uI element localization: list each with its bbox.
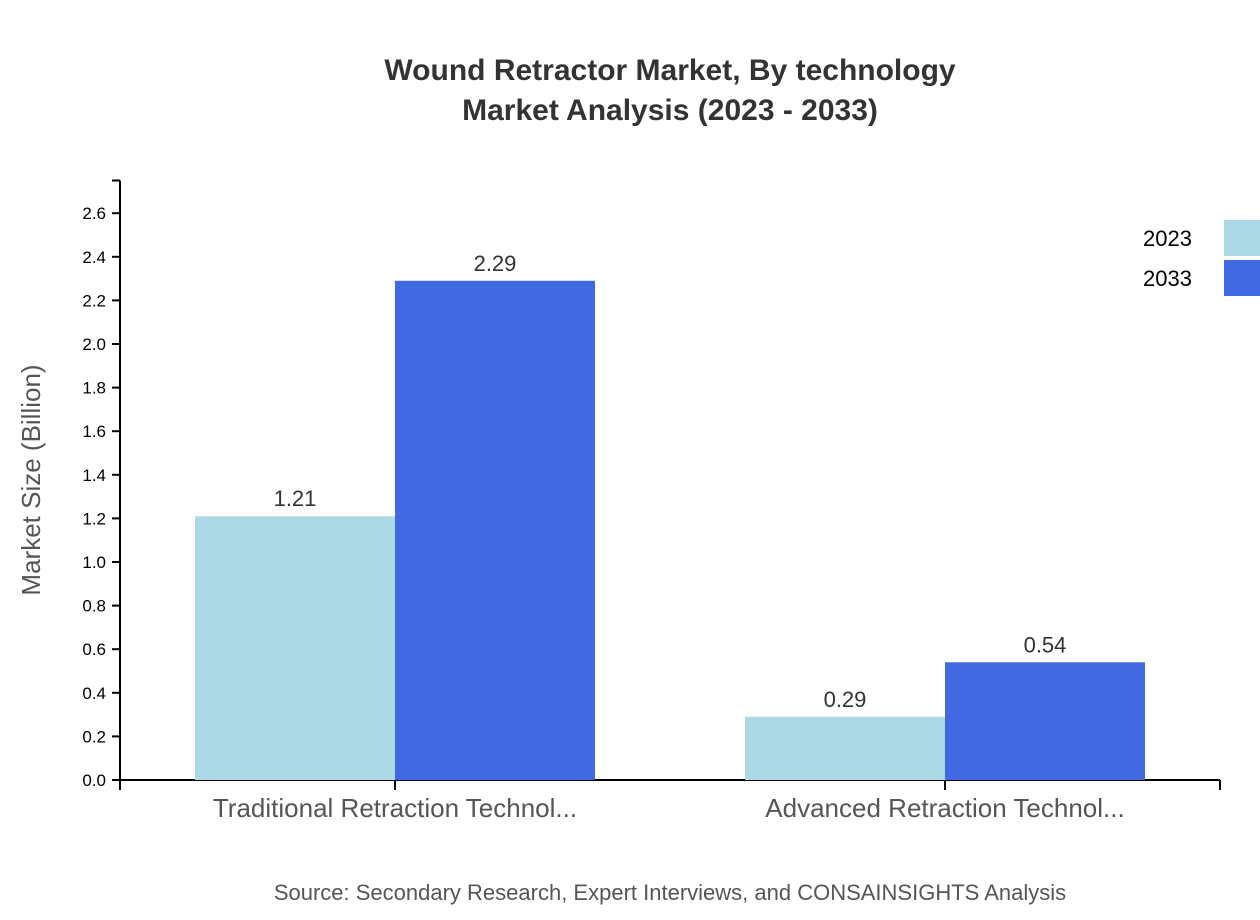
chart-title: Wound Retractor Market, By technology [384,54,956,87]
x-category-label: Advanced Retraction Technol... [765,793,1124,823]
data-label: 0.54 [1024,632,1067,657]
y-tick-label: 2.4 [82,248,106,267]
legend-swatch-2033 [1224,260,1260,296]
y-tick-label: 1.6 [82,422,106,441]
y-tick-label: 0.8 [82,597,106,616]
source-note: Source: Secondary Research, Expert Inter… [274,880,1066,905]
y-tick-label: 0.6 [82,640,106,659]
data-label: 0.29 [824,687,867,712]
bar-2023 [745,716,945,780]
y-tick-label: 1.2 [82,509,106,528]
y-tick-label: 2.2 [82,291,106,310]
y-axis-label: Market Size (Billion) [16,364,46,595]
y-tick-label: 0.2 [82,727,106,746]
y-tick-label: 0.0 [82,771,106,790]
legend-swatch-2023 [1224,220,1260,256]
x-category-label: Traditional Retraction Technol... [213,793,577,823]
chart-subtitle: Market Analysis (2023 - 2033) [462,94,878,127]
legend-label: 2033 [1143,266,1192,291]
y-tick-label: 2.6 [82,204,106,223]
y-tick-label: 1.0 [82,553,106,572]
y-tick-label: 1.8 [82,379,106,398]
legend-label: 2023 [1143,226,1192,251]
data-label: 2.29 [474,251,517,276]
y-tick-label: 1.4 [82,466,106,485]
bar-2023 [195,516,395,780]
bar-2033 [395,280,595,780]
data-label: 1.21 [274,486,317,511]
bar-2033 [945,662,1145,780]
y-tick-label: 2.0 [82,335,106,354]
y-tick-label: 0.4 [82,684,106,703]
